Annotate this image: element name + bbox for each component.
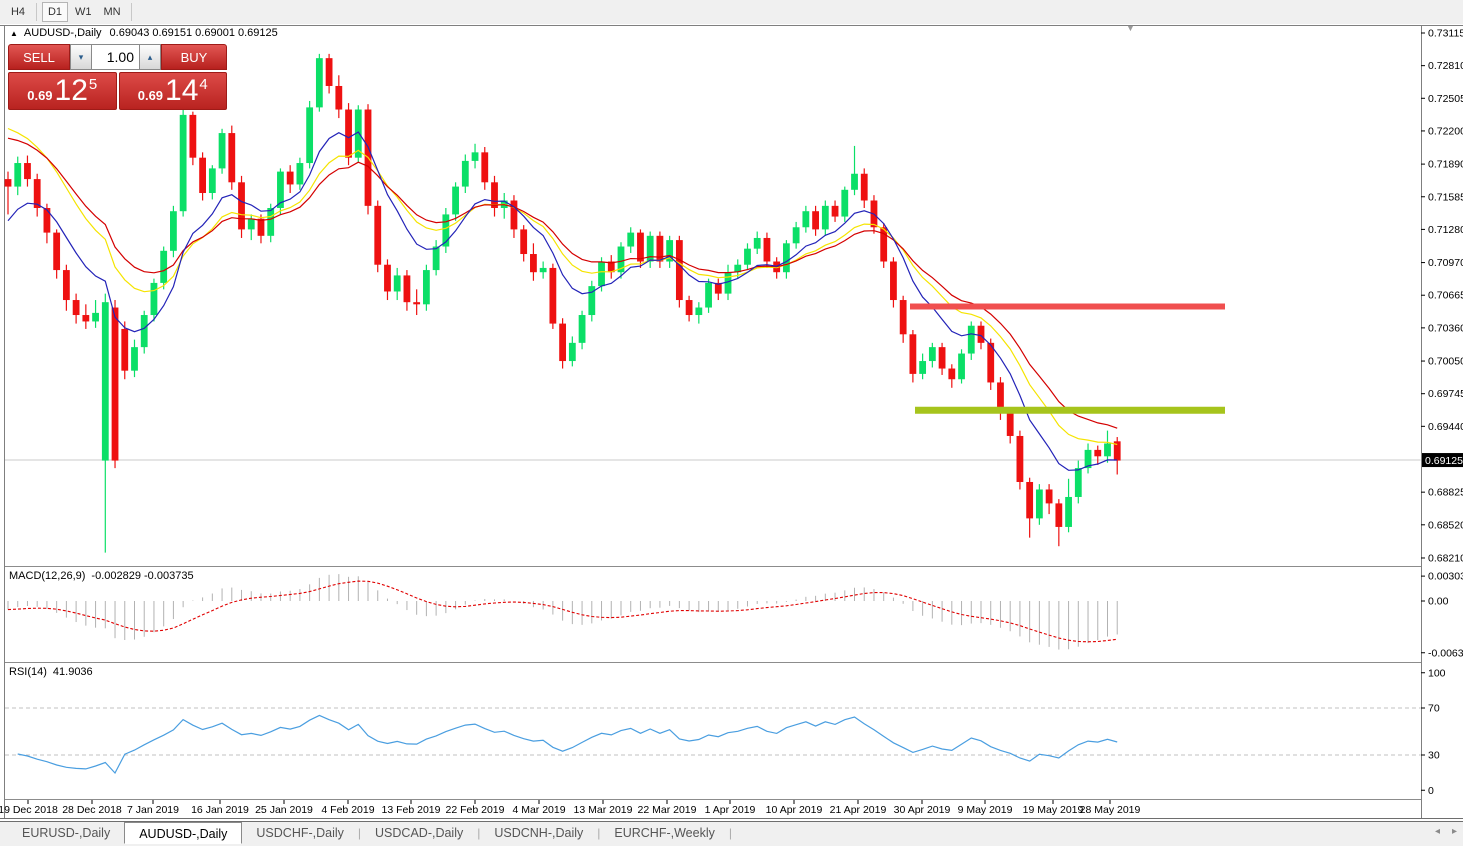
timeframe-toolbar: H4 D1 W1 MN bbox=[0, 0, 1463, 24]
svg-text:19 May 2019: 19 May 2019 bbox=[1023, 804, 1084, 816]
timeframe-button-d1[interactable]: D1 bbox=[42, 2, 68, 22]
svg-text:30: 30 bbox=[1428, 750, 1440, 762]
svg-text:-0.006311: -0.006311 bbox=[1428, 647, 1463, 659]
tab-usdcad-daily[interactable]: USDCAD-,Daily bbox=[375, 826, 464, 840]
tab-audusd-daily[interactable]: AUDUSD-,Daily bbox=[124, 822, 243, 844]
svg-text:0.69440: 0.69440 bbox=[1428, 421, 1463, 433]
svg-text:0.68825: 0.68825 bbox=[1428, 487, 1463, 499]
bid-price-prefix: 0.69 bbox=[27, 88, 53, 103]
tab-scroll-left-icon[interactable]: ◂ bbox=[1434, 826, 1440, 837]
bid-price-big: 12 bbox=[54, 74, 88, 107]
tab-eurusd-daily[interactable]: EURUSD-,Daily bbox=[22, 826, 111, 840]
svg-text:0.69125: 0.69125 bbox=[1425, 455, 1463, 467]
svg-text:0.70665: 0.70665 bbox=[1428, 290, 1463, 302]
macd-name: MACD(12,26,9) bbox=[9, 570, 86, 582]
one-click-trading-panel: SELL ▾ ▴ BUY 0.69 12 5 0.69 14 4 bbox=[8, 44, 227, 110]
ask-price-prefix: 0.69 bbox=[137, 88, 164, 103]
svg-text:0.71890: 0.71890 bbox=[1428, 159, 1463, 171]
svg-text:10 Apr 2019: 10 Apr 2019 bbox=[766, 804, 823, 816]
ask-price-display[interactable]: 0.69 14 4 bbox=[118, 72, 227, 110]
svg-text:4 Feb 2019: 4 Feb 2019 bbox=[321, 804, 374, 816]
svg-text:28 Dec 2018: 28 Dec 2018 bbox=[62, 804, 122, 816]
svg-text:25 Jan 2019: 25 Jan 2019 bbox=[255, 804, 313, 816]
tab-separator: | bbox=[597, 826, 601, 840]
tab-separator: | bbox=[357, 826, 362, 840]
svg-text:0.69745: 0.69745 bbox=[1428, 388, 1463, 400]
svg-text:13 Mar 2019: 13 Mar 2019 bbox=[574, 804, 633, 816]
volume-increase-button[interactable]: ▴ bbox=[139, 44, 161, 70]
toolbar-divider bbox=[36, 3, 37, 21]
timeframe-button-w1[interactable]: W1 bbox=[75, 6, 92, 18]
rsi-value: 41.9036 bbox=[52, 666, 93, 678]
collapse-triangle-icon[interactable]: ▲ bbox=[10, 28, 18, 38]
svg-text:22 Mar 2019: 22 Mar 2019 bbox=[638, 804, 697, 816]
svg-text:0.72505: 0.72505 bbox=[1428, 93, 1463, 105]
macd-values: -0.002829 -0.003735 bbox=[91, 570, 194, 582]
svg-text:0.72200: 0.72200 bbox=[1428, 125, 1463, 137]
macd-label: MACD(12,26,9) -0.002829 -0.003735 bbox=[9, 570, 194, 582]
volume-input[interactable] bbox=[92, 44, 139, 70]
tab-eurchf-weekly[interactable]: EURCHF-,Weekly bbox=[614, 826, 715, 840]
sell-button[interactable]: SELL bbox=[8, 44, 70, 70]
timeframe-button-mn[interactable]: MN bbox=[103, 6, 121, 18]
chart-shift-marker-icon[interactable]: ▼ bbox=[1126, 23, 1135, 33]
tab-scroll-controls: ◂ ▸ bbox=[1435, 826, 1457, 837]
svg-text:100: 100 bbox=[1428, 667, 1446, 679]
bid-price-display[interactable]: 0.69 12 5 bbox=[8, 72, 117, 110]
rsi-name: RSI(14) bbox=[9, 666, 47, 678]
toolbar-divider bbox=[130, 3, 132, 21]
svg-text:0: 0 bbox=[1428, 785, 1434, 797]
tab-usdcnh-daily[interactable]: USDCNH-,Daily bbox=[494, 826, 584, 840]
svg-text:4 Mar 2019: 4 Mar 2019 bbox=[512, 804, 565, 816]
svg-text:0.68520: 0.68520 bbox=[1428, 519, 1463, 531]
chart-header: ▲ AUDUSD-,Daily 0.69043 0.69151 0.69001 … bbox=[10, 27, 278, 39]
svg-text:0.71585: 0.71585 bbox=[1428, 191, 1463, 203]
svg-text:22 Feb 2019: 22 Feb 2019 bbox=[446, 804, 505, 816]
tab-usdchf-daily[interactable]: USDCHF-,Daily bbox=[256, 826, 344, 840]
tab-separator: | bbox=[477, 826, 481, 840]
svg-text:19 Dec 2018: 19 Dec 2018 bbox=[0, 804, 58, 816]
svg-text:28 May 2019: 28 May 2019 bbox=[1080, 804, 1141, 816]
svg-text:9 May 2019: 9 May 2019 bbox=[958, 804, 1013, 816]
svg-text:1 Apr 2019: 1 Apr 2019 bbox=[705, 804, 756, 816]
svg-text:70: 70 bbox=[1428, 703, 1440, 715]
svg-text:21 Apr 2019: 21 Apr 2019 bbox=[830, 804, 887, 816]
svg-text:0.70360: 0.70360 bbox=[1428, 322, 1463, 334]
svg-text:0.003035: 0.003035 bbox=[1428, 571, 1463, 583]
volume-stepper: ▾ ▴ bbox=[70, 44, 161, 70]
svg-text:13 Feb 2019: 13 Feb 2019 bbox=[382, 804, 441, 816]
svg-text:0.72810: 0.72810 bbox=[1428, 60, 1463, 72]
svg-text:0.73115: 0.73115 bbox=[1428, 28, 1463, 40]
svg-text:0.68210: 0.68210 bbox=[1428, 552, 1463, 564]
ask-price-big: 14 bbox=[165, 74, 199, 107]
svg-text:7 Jan 2019: 7 Jan 2019 bbox=[127, 804, 179, 816]
tab-scroll-right-icon[interactable]: ▸ bbox=[1451, 826, 1457, 837]
svg-text:0.70970: 0.70970 bbox=[1428, 257, 1463, 269]
svg-text:0.70050: 0.70050 bbox=[1428, 356, 1463, 368]
chart-ohlc-values: 0.69043 0.69151 0.69001 0.69125 bbox=[109, 27, 278, 39]
svg-text:30 Apr 2019: 30 Apr 2019 bbox=[894, 804, 951, 816]
bid-price-pip: 5 bbox=[88, 76, 98, 93]
volume-decrease-button[interactable]: ▾ bbox=[70, 44, 92, 70]
rsi-label: RSI(14) 41.9036 bbox=[9, 666, 93, 678]
buy-button[interactable]: BUY bbox=[161, 44, 227, 70]
chart-tab-bar: EURUSD-,Daily AUDUSD-,Daily USDCHF-,Dail… bbox=[0, 821, 1463, 846]
ask-price-pip: 4 bbox=[199, 76, 208, 93]
svg-text:0.00: 0.00 bbox=[1428, 596, 1449, 608]
svg-text:0.71280: 0.71280 bbox=[1428, 224, 1463, 236]
svg-text:16 Jan 2019: 16 Jan 2019 bbox=[191, 804, 249, 816]
tab-separator: | bbox=[728, 826, 732, 840]
timeframe-button-h4[interactable]: H4 bbox=[10, 6, 26, 18]
chart-symbol-label: AUDUSD-,Daily bbox=[23, 27, 102, 39]
